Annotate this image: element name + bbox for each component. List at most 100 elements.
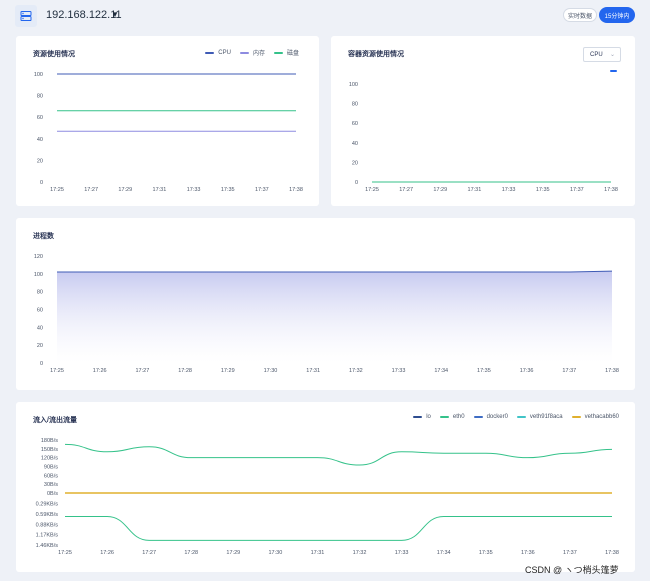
legend-swatch: [273, 51, 283, 54]
y-tick-label: 80: [37, 94, 43, 100]
legend-item-eth0[interactable]: eth0: [439, 414, 465, 420]
x-tick-label: 17:27: [136, 368, 150, 374]
realtime-data-button[interactable]: 实时数据: [563, 8, 597, 22]
y-tick-label: 60: [37, 115, 43, 121]
legend-swatch: [473, 416, 483, 418]
x-tick-label: 17:38: [289, 187, 303, 193]
y-tick-label: 0.29KB/s: [36, 501, 59, 507]
y-tick-label: 30B/s: [44, 482, 58, 488]
y-tick-label: 0.88KB/s: [36, 522, 59, 528]
x-tick-label: 17:37: [563, 550, 577, 556]
x-tick-label: 17:35: [479, 550, 493, 556]
resource-usage-card: 资源使用情况 CPU 内存 磁盘 0 20 40 60 80 100 17:25 17:27 1…: [16, 36, 319, 206]
top-bar: 192.168.122.11 ▼ 实时数据 15分钟内: [0, 0, 650, 32]
y-tick-label: 40: [352, 141, 358, 147]
y-tick-label: 60: [37, 308, 43, 314]
process-count-card: 进程数 0 20 40 60 80 100 120 17:25 17:26 17:27 17:28 1…: [16, 218, 635, 390]
x-tick-label: 17:32: [349, 368, 363, 374]
caret-down-icon[interactable]: ▼: [111, 10, 119, 19]
legend-item-vethacabb60[interactable]: vethacabb60: [571, 414, 619, 420]
x-tick-label: 17:34: [437, 550, 451, 556]
y-tick-label: 90B/s: [44, 465, 58, 471]
legend-item-disk[interactable]: 磁盘: [273, 48, 299, 57]
y-tick-label: 120B/s: [41, 456, 58, 462]
x-tick-label: 17:34: [434, 368, 448, 374]
x-tick-label: 17:38: [605, 550, 619, 556]
legend-item-lo[interactable]: lo: [413, 414, 431, 420]
legend-label: 内存: [252, 51, 265, 57]
x-tick-label: 17:33: [392, 368, 406, 374]
metric-select-value: CPU: [590, 51, 603, 58]
y-tick-label: 20: [37, 158, 43, 164]
x-tick-label: 17:31: [468, 187, 482, 193]
y-tick-label: 80: [352, 102, 358, 108]
legend-swatch: [205, 51, 215, 54]
y-tick-label: 0: [40, 180, 43, 186]
network-traffic-legend: lo eth0 docker0 veth91f8aca vethacabb60: [404, 414, 619, 420]
y-tick-label: 60B/s: [44, 473, 58, 479]
x-tick-label: 17:29: [226, 550, 240, 556]
x-tick-label: 17:29: [433, 187, 447, 193]
x-tick-label: 17:36: [521, 550, 535, 556]
y-tick-label: 150B/s: [41, 447, 58, 453]
x-tick-label: 17:35: [536, 187, 550, 193]
process-count-title: 进程数: [33, 233, 54, 240]
x-tick-label: 17:35: [221, 187, 235, 193]
y-tick-label: 40: [37, 137, 43, 143]
legend-item-memory[interactable]: 内存: [239, 48, 265, 57]
series-area: [57, 271, 612, 363]
network-traffic-chart: 180B/s 150B/s 120B/s 90B/s 60B/s 30B/s 0B/s 0.2…: [36, 438, 619, 556]
legend-item-cpu[interactable]: CPU: [205, 50, 231, 56]
x-tick-label: 17:25: [58, 550, 72, 556]
y-tick-label: 0: [355, 180, 358, 186]
y-tick-label: 40: [37, 325, 43, 331]
y-tick-label: 120: [34, 254, 43, 260]
y-tick-label: 100: [349, 82, 358, 88]
x-tick-label: 17:37: [562, 368, 576, 374]
metric-select[interactable]: CPU ⌄: [583, 47, 621, 62]
x-tick-label: 17:26: [100, 550, 114, 556]
legend-label: lo: [426, 414, 431, 420]
process-count-chart: 0 20 40 60 80 100 120 17:25 17:26 17:27 17:28 17:29…: [34, 254, 619, 374]
legend-swatch: [439, 416, 449, 418]
series-line-0: [57, 270, 613, 273]
legend-item-docker0[interactable]: docker0: [473, 414, 508, 420]
container-usage-title: 容器资源使用情况: [348, 51, 404, 58]
x-tick-label: 17:37: [570, 187, 584, 193]
resource-usage-title: 资源使用情况: [33, 51, 75, 58]
x-tick-label: 17:38: [605, 368, 619, 374]
last-15-minutes-button[interactable]: 15分钟内: [599, 7, 635, 23]
legend-swatch[interactable]: [610, 70, 617, 72]
x-tick-label: 17:28: [184, 550, 198, 556]
y-tick-label: 1.46KB/s: [36, 543, 59, 549]
series-line-eth0-in: [64, 443, 613, 466]
y-tick-label: 1.17KB/s: [36, 533, 59, 539]
y-tick-label: 100: [34, 272, 43, 278]
x-tick-label: 17:25: [50, 368, 64, 374]
legend-swatch: [239, 51, 249, 54]
x-tick-label: 17:30: [264, 368, 278, 374]
legend-label: docker0: [486, 414, 508, 420]
y-tick-label: 0: [40, 361, 43, 367]
x-tick-label: 17:31: [306, 368, 320, 374]
host-selector-label[interactable]: 192.168.122.11: [46, 9, 122, 21]
y-tick-label: 60: [352, 121, 358, 127]
x-tick-label: 17:29: [118, 187, 132, 193]
x-tick-label: 17:28: [178, 368, 192, 374]
y-tick-label: 180B/s: [41, 438, 58, 444]
x-tick-label: 17:30: [269, 550, 283, 556]
container-usage-chart: 0 20 40 60 80 100 17:25 17:27 17:29 17:31 17:33 17:…: [349, 82, 618, 193]
x-tick-label: 17:31: [311, 550, 325, 556]
watermark: CSDN @ ヽつ梢头篷萝: [525, 565, 619, 575]
x-tick-label: 17:25: [365, 187, 379, 193]
legend-label: veth91f8aca: [529, 414, 563, 420]
resource-usage-legend: CPU 内存 磁盘: [196, 48, 299, 57]
server-icon[interactable]: [15, 5, 37, 27]
x-tick-label: 17:27: [142, 550, 156, 556]
x-tick-label: 17:27: [84, 187, 98, 193]
y-tick-label: 20: [352, 160, 358, 166]
legend-label: 磁盘: [286, 51, 299, 57]
legend-item-veth91f8aca[interactable]: veth91f8aca: [516, 414, 563, 420]
legend-label: vethacabb60: [584, 414, 619, 420]
x-tick-label: 17:35: [477, 368, 491, 374]
